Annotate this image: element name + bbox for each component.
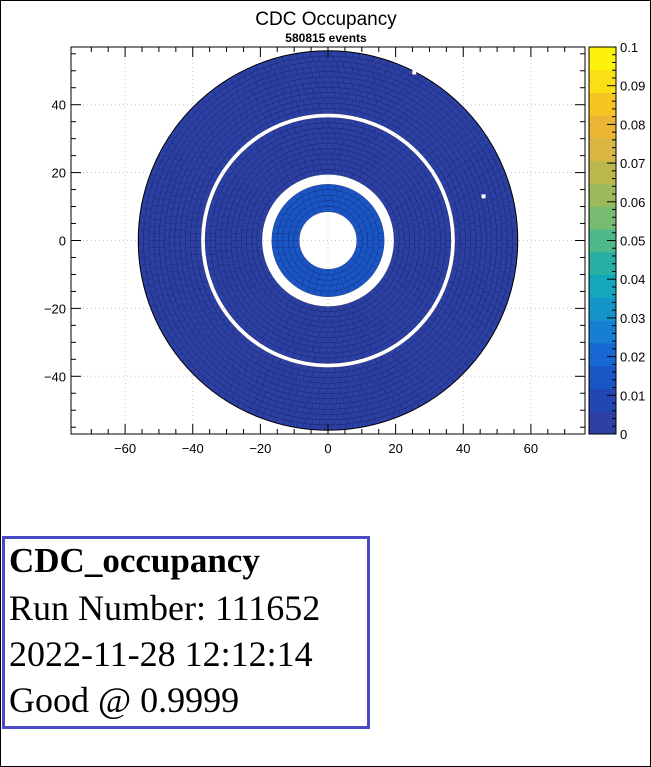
cell-boundaries: [138, 50, 518, 431]
x-tick-label: 20: [388, 441, 402, 456]
colorbar-segment: [589, 320, 616, 344]
x-tick-label: 0: [324, 441, 331, 456]
colorbar-segment: [589, 206, 616, 230]
layer-boundary: [200, 113, 456, 368]
colorbar-segment: [589, 274, 616, 298]
colorbar-segment: [589, 388, 616, 412]
cell-boundaries: [159, 71, 497, 410]
x-axis-ticks: −60 −40 −20 0 20 40 60: [90, 47, 566, 456]
cell-boundaries: [174, 87, 482, 394]
y-tick-label: −20: [44, 301, 66, 316]
cell-boundaries: [164, 76, 492, 405]
cell-boundaries: [220, 133, 436, 348]
cell-boundaries: [288, 200, 368, 281]
x-tick-label: −20: [249, 441, 271, 456]
quality-status: Good @ 0.9999: [9, 680, 240, 720]
colorbar-label: 0.05: [620, 234, 645, 249]
dead-cell: [481, 194, 486, 199]
colorbar-segment: [589, 115, 616, 139]
cell-boundaries: [293, 206, 363, 275]
cell-boundaries: [236, 148, 420, 333]
run-datetime: 2022-11-28 12:12:14: [9, 634, 313, 674]
layer-boundary: [271, 184, 385, 297]
colorbar-label: 0.03: [620, 311, 645, 326]
cell-boundaries: [153, 66, 503, 415]
colorbar-segment: [589, 251, 616, 276]
colorbar-segment: [589, 342, 616, 367]
y-tick-label: 0: [59, 234, 66, 249]
colorbar-label: 0.01: [620, 388, 645, 403]
colorbar-label: 0.1: [620, 40, 638, 55]
colorbar-label: 0.07: [620, 156, 645, 171]
colorbar-segment: [589, 69, 616, 94]
colorbar-segment: [589, 229, 616, 253]
colorbar-segment: [589, 138, 616, 162]
x-tick-label: −40: [182, 441, 204, 456]
colorbar-label: 0.09: [620, 79, 645, 94]
layer-boundary: [298, 211, 358, 270]
cell-boundaries: [246, 158, 410, 323]
cell-boundaries: [205, 117, 451, 364]
cell-boundaries: [215, 127, 441, 354]
color-scale-bar: 0 0.01 0.02 0.03 0.04 0.05 0.06 0.07 0.08 0.09 0.1: [588, 40, 645, 442]
cell-boundaries: [169, 82, 487, 399]
layer-boundary: [169, 81, 487, 400]
run-info-box: CDC_occupancy Run Number: 111652 2022-11…: [2, 536, 370, 729]
layer-boundary: [240, 153, 416, 328]
layer-boundary: [261, 174, 395, 307]
colorbar-label: 0.04: [620, 272, 645, 287]
colorbar-segment: [589, 92, 616, 116]
y-axis-ticks: −40 −20 0 20 40: [44, 53, 585, 428]
cell-boundaries: [190, 102, 466, 379]
ring-3: [138, 50, 518, 431]
cell-boundaries: [230, 143, 426, 338]
colorbar-label: 0.06: [620, 195, 645, 210]
y-tick-label: 20: [52, 166, 66, 181]
ring-2: [204, 117, 452, 364]
cell-boundaries: [282, 195, 374, 286]
x-tick-label: 60: [524, 441, 538, 456]
cell-boundaries: [271, 184, 385, 297]
cell-boundaries: [185, 97, 471, 384]
cell-boundaries: [210, 122, 446, 359]
cell-boundaries: [180, 92, 476, 389]
dead-cell: [412, 70, 417, 75]
colorbar-label: 0.02: [620, 350, 645, 365]
colorbar-segment: [589, 160, 616, 185]
colorbar-segment: [589, 365, 616, 389]
run-number: Run Number: 111652: [9, 588, 321, 628]
x-tick-label: −60: [114, 441, 136, 456]
colorbar-label: 0.08: [620, 117, 645, 132]
cell-boundaries: [251, 164, 405, 317]
y-tick-label: −40: [44, 369, 66, 384]
colorbar-segment: [589, 47, 616, 71]
colorbar-segment: [589, 411, 616, 435]
cell-boundaries: [148, 61, 508, 420]
cell-boundaries: [225, 138, 431, 343]
colorbar-segment: [589, 183, 616, 207]
cell-boundaries: [195, 108, 461, 373]
colorbar-segment: [589, 297, 616, 321]
x-tick-label: 40: [456, 441, 470, 456]
chart-title: CDC Occupancy: [255, 9, 397, 30]
cell-boundaries: [256, 169, 400, 312]
cell-boundaries: [277, 189, 379, 292]
chart-subtitle: 580815 events: [285, 31, 367, 45]
cell-boundaries: [143, 55, 513, 426]
cell-boundaries: [241, 153, 415, 328]
y-tick-label: 40: [52, 98, 66, 113]
colorbar-label: 0: [620, 427, 627, 442]
histogram-name: CDC_occupancy: [9, 541, 260, 580]
ring-1: [271, 184, 385, 297]
